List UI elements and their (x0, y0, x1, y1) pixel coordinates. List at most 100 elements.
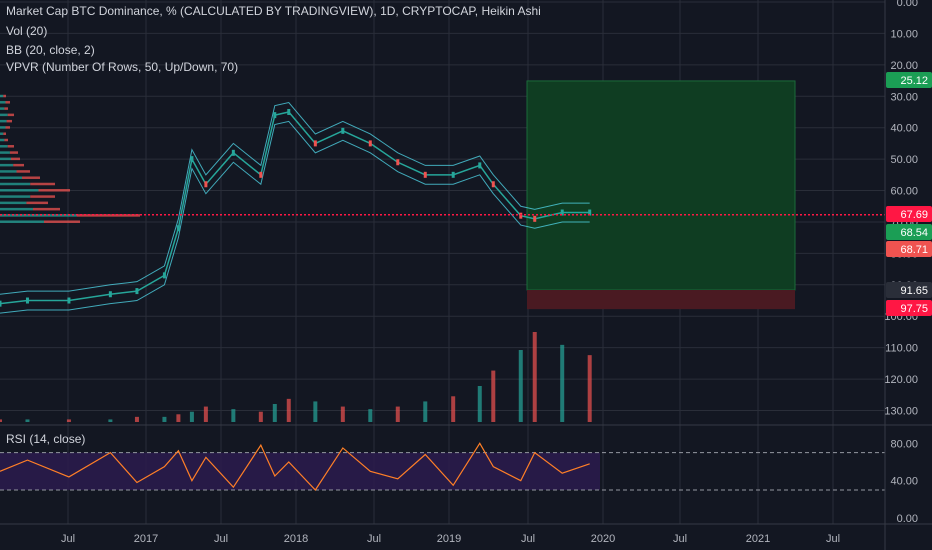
volume-bar (231, 409, 236, 422)
rsi-tick-label: 40.00 (890, 476, 918, 488)
volume-bar (134, 416, 139, 422)
y-tick-label: 0.00 (897, 0, 918, 9)
price-candle (176, 225, 180, 232)
price-candle (204, 181, 208, 188)
vpvr-up-bar (0, 176, 22, 179)
price-label-text: 68.71 (900, 244, 928, 256)
price-candle (341, 127, 345, 134)
x-tick-label: 2020 (591, 533, 615, 545)
rsi-tick-label: 0.00 (897, 513, 918, 525)
volume-bars (0, 332, 592, 422)
y-tick-label: 30.00 (890, 91, 918, 103)
price-candle (231, 149, 235, 156)
y-tick-label: 60.00 (890, 186, 918, 198)
legend-symbol[interactable]: Market Cap BTC Dominance, % (CALCULATED … (6, 4, 541, 18)
price-candle (108, 291, 112, 298)
price-label-text: 91.65 (900, 285, 928, 297)
x-tick-label: Jul (214, 533, 228, 545)
vpvr-up-bar (0, 201, 27, 205)
vpvr-up-bar (0, 145, 8, 148)
vpvr-up-bar (0, 113, 8, 117)
price-label-stop-loss: 97.75 (886, 300, 932, 316)
price-candle (396, 159, 400, 166)
stop-loss-zone (527, 289, 795, 310)
legend-vpvr[interactable]: VPVR (Number Of Rows, 50, Up/Down, 70) (6, 60, 239, 74)
vpvr-down-bar (4, 107, 8, 110)
y-tick-label: 10.00 (890, 28, 918, 40)
vpvr-up-bar (0, 207, 33, 211)
vpvr-down-bar (13, 163, 24, 167)
rsi-tick-label: 80.00 (890, 438, 918, 450)
x-tick-label: Jul (367, 533, 381, 545)
volume-bar (189, 411, 194, 422)
vpvr-up-bar (0, 195, 31, 198)
vpvr-up-bar (0, 126, 6, 129)
legend-volume[interactable]: Vol (20) (6, 24, 48, 38)
volume-bar (340, 406, 345, 422)
volume-bar (66, 419, 71, 422)
volume-bar (25, 419, 30, 422)
vpvr-down-bar (7, 113, 14, 117)
price-candle (67, 297, 71, 304)
price-candle (135, 288, 139, 295)
vpvr-up-bar (0, 132, 4, 135)
vpvr-up-bar (0, 138, 5, 142)
price-label-box (886, 282, 932, 298)
vpvr-down-bar (3, 94, 6, 98)
price-candle (368, 140, 372, 147)
vpvr-down-bar (7, 145, 14, 148)
volume-bar (560, 344, 565, 422)
price-candle (519, 212, 523, 219)
vpvr-down-bar (11, 157, 20, 161)
volume-bar (258, 411, 263, 422)
vpvr-up-bar (0, 163, 14, 167)
price-labels: 25.12 67.69 68.54 68.71 91.65 97.75 (886, 72, 932, 316)
vpvr-down-bar (33, 207, 60, 211)
volume-bar (423, 401, 428, 422)
x-tick-label: Jul (61, 533, 75, 545)
vpvr-up-bar (0, 170, 17, 173)
price-candle (162, 272, 166, 279)
vpvr-down-bar (5, 101, 10, 104)
price-label-current-price: 67.69 (886, 206, 932, 222)
price-candle (588, 209, 592, 216)
vpvr-down-bar (3, 132, 6, 135)
vpvr-up-bar (0, 220, 44, 223)
volume-bar (0, 419, 2, 422)
vpvr-up-bar (0, 214, 77, 217)
bollinger-band (0, 101, 590, 314)
rsi-pane (0, 442, 885, 491)
price-label-text: 25.12 (900, 75, 928, 87)
y-tick-label: 50.00 (890, 154, 918, 166)
legend-bb[interactable]: BB (20, close, 2) (6, 43, 95, 57)
vpvr-down-bar (26, 201, 48, 205)
price-candle (259, 171, 263, 178)
price-label-text: 68.54 (900, 227, 928, 239)
volume-bar (176, 414, 181, 422)
vpvr-down-bar (4, 138, 8, 142)
price-label-box (886, 206, 932, 222)
take-profit-zone (526, 80, 796, 291)
volume-bar (108, 419, 113, 422)
volume-bar (532, 332, 537, 422)
y-tick-label: 40.00 (890, 123, 918, 135)
price-candle (273, 112, 277, 119)
vpvr-down-bar (30, 195, 55, 198)
price-label-text: 67.69 (900, 209, 928, 221)
price-candle (451, 171, 455, 178)
vpvr-down-bar (22, 176, 40, 179)
volume-bar (286, 398, 291, 422)
vpvr-down-bar (16, 170, 30, 173)
price-label-box (886, 241, 932, 257)
volume-bar (395, 406, 400, 422)
x-tick-label: Jul (826, 533, 840, 545)
y-tick-label: 110.00 (885, 343, 918, 355)
x-tick-label: 2018 (284, 533, 308, 545)
position-zones (526, 80, 796, 310)
price-candle (491, 181, 495, 188)
volume-bar (518, 350, 523, 422)
price-label-text: 97.75 (900, 303, 928, 315)
rsi-legend[interactable]: RSI (14, close) (6, 432, 86, 446)
price-label-stop: 91.65 (886, 282, 932, 298)
